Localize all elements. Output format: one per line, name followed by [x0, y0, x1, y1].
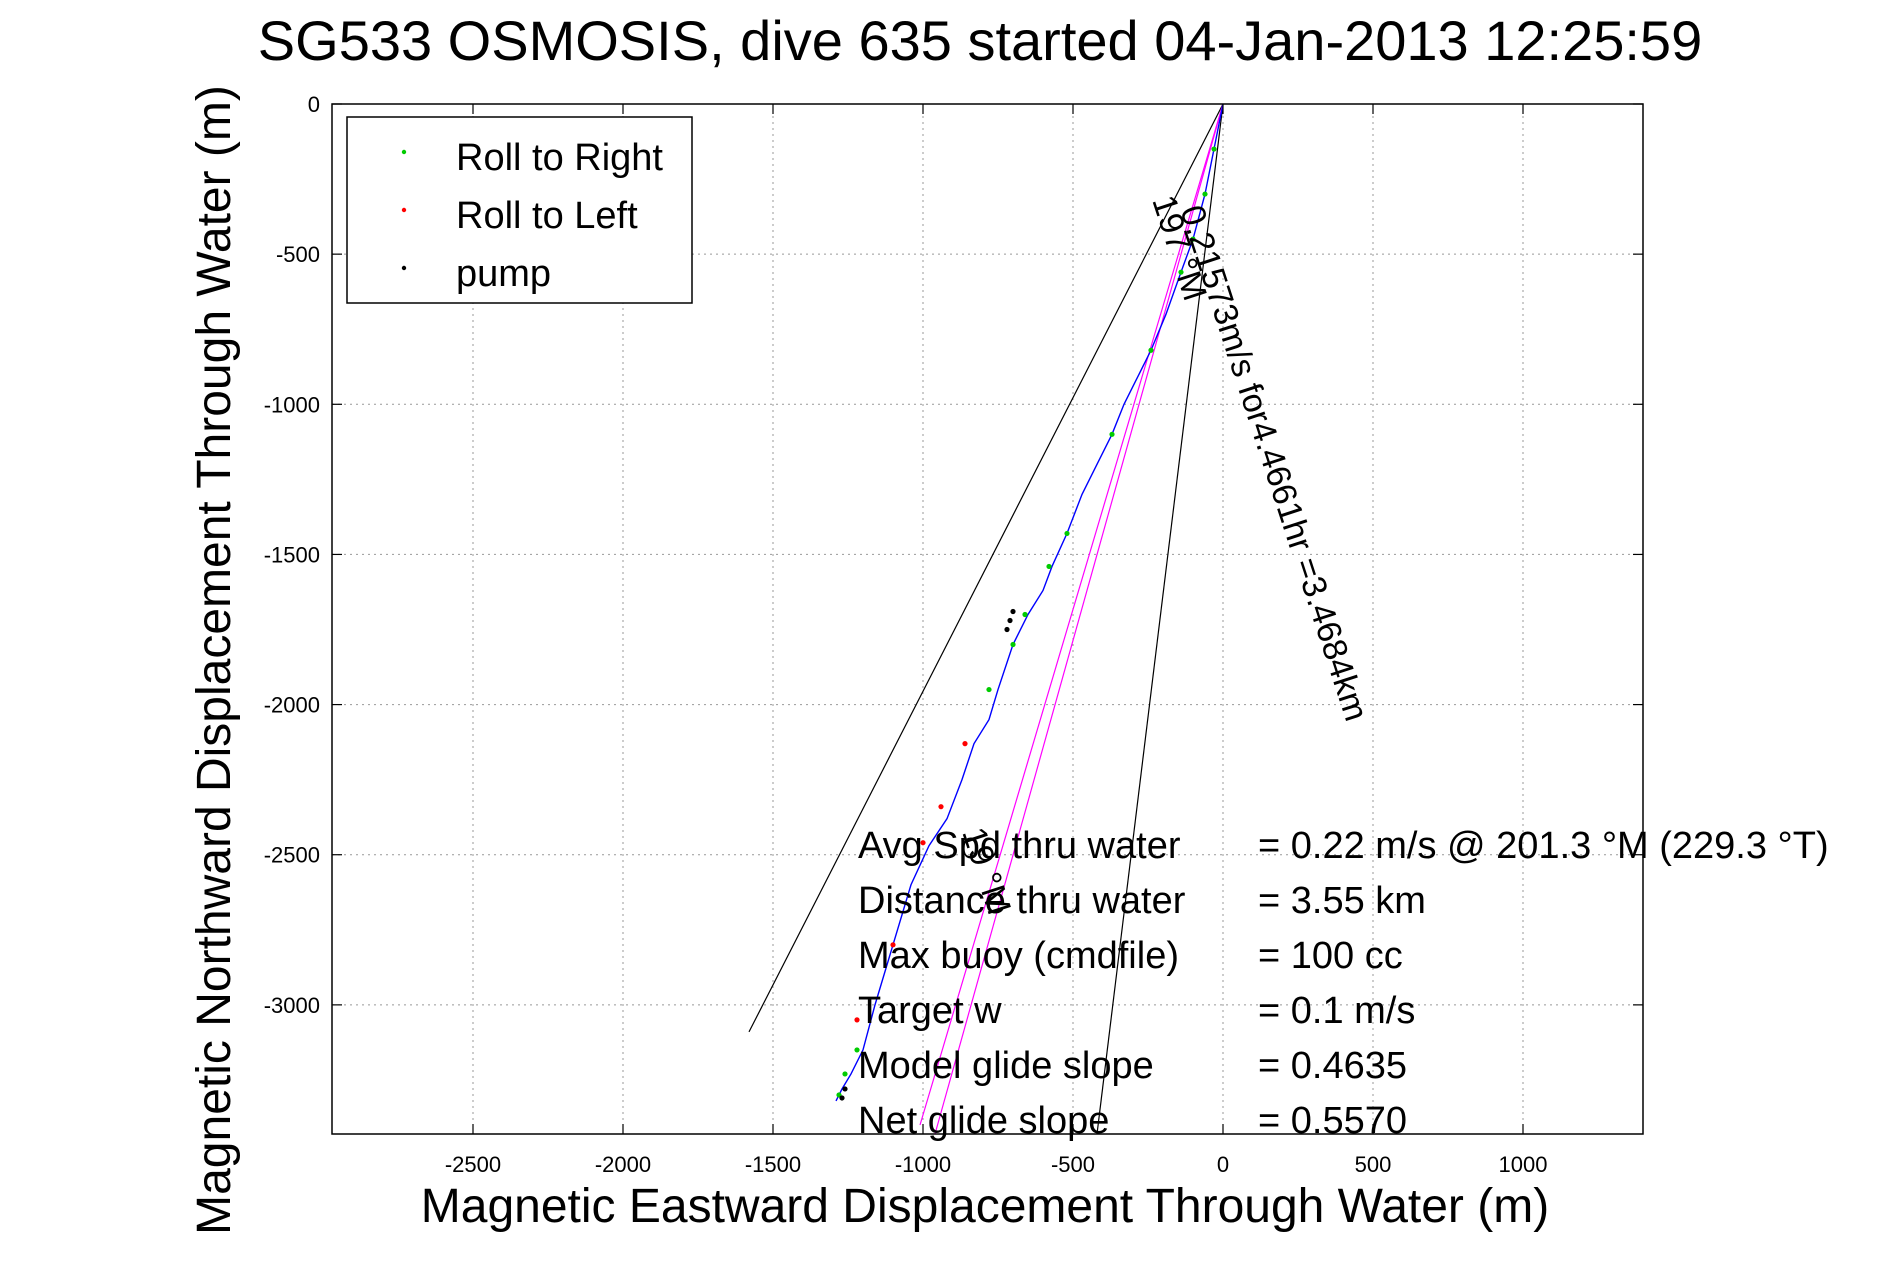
- legend-marker-roll-right: [401, 149, 407, 155]
- stat-value: = 3.55 km: [1258, 880, 1426, 922]
- stat-value: = 0.22 m/s @ 201.3 °M (229.3 °T): [1258, 825, 1829, 867]
- stat-label: Net glide slope: [858, 1100, 1109, 1142]
- stat-label: Max buoy (cmdfile): [858, 935, 1179, 977]
- data-point: [1109, 431, 1115, 437]
- data-series: [835, 103, 1224, 1102]
- y-tick-label: 0: [308, 92, 320, 117]
- data-point: [839, 1095, 845, 1101]
- reference-line: [1096, 103, 1224, 1135]
- stat-label: Model glide slope: [858, 1045, 1154, 1087]
- legend-marker-pump: [401, 265, 407, 271]
- stat-value: = 0.1 m/s: [1258, 990, 1415, 1032]
- stat-value: = 0.4635: [1258, 1045, 1407, 1087]
- reference-line: [934, 103, 1224, 1135]
- data-point: [1148, 347, 1154, 353]
- x-tick-label: 500: [1355, 1152, 1392, 1177]
- x-tick-label: -1500: [745, 1152, 801, 1177]
- x-tick-label: -2000: [595, 1152, 651, 1177]
- x-tick-label: 0: [1217, 1152, 1229, 1177]
- data-point: [1064, 530, 1070, 537]
- data-point: [920, 840, 926, 846]
- data-point: [1211, 146, 1217, 152]
- data-point: [1010, 608, 1016, 615]
- stat-label: Distance thru water: [858, 880, 1186, 922]
- data-point: [1178, 269, 1184, 275]
- data-point: [854, 1017, 860, 1023]
- data-point: [854, 1047, 860, 1053]
- y-tick-label: -500: [276, 242, 320, 267]
- plot-frame: [331, 103, 1644, 1135]
- track-line: [835, 103, 1224, 1102]
- legend-label-roll-right: Roll to Right: [456, 137, 663, 179]
- x-tick-label: -500: [1051, 1152, 1095, 1177]
- data-point: [1046, 563, 1052, 570]
- data-point: [1022, 611, 1028, 618]
- y-tick-label: -3000: [264, 993, 320, 1018]
- stat-label: Avg Spd thru water: [858, 825, 1181, 867]
- chart-title: SG533 OSMOSIS, dive 635 started 04-Jan-2…: [258, 9, 1702, 72]
- y-tick-label: -2000: [264, 693, 320, 718]
- data-point: [1202, 191, 1208, 197]
- x-tick-label: -1000: [895, 1152, 951, 1177]
- data-point: [1190, 236, 1196, 242]
- data-point: [842, 1071, 848, 1077]
- data-point: [842, 1086, 848, 1092]
- y-axis-label: Magnetic Northward Displacement Through …: [188, 85, 241, 1235]
- data-point: [1007, 617, 1013, 624]
- x-axis-label: Magnetic Eastward Displacement Through W…: [421, 1180, 1549, 1233]
- stat-value: = 0.5570: [1258, 1100, 1407, 1142]
- legend-label-pump: pump: [456, 253, 551, 295]
- data-point: [986, 686, 992, 693]
- x-tick-label: -2500: [445, 1152, 501, 1177]
- legend: Roll to Right Roll to Left pump: [346, 116, 693, 304]
- data-point: [890, 942, 896, 948]
- legend-label-roll-left: Roll to Left: [456, 195, 638, 237]
- y-tick-label: -2500: [264, 843, 320, 868]
- y-tick-label: -1000: [264, 392, 320, 417]
- stats-block: Avg Spd thru water = 0.22 m/s @ 201.3 °M…: [858, 825, 1829, 1142]
- stat-label: Target w: [858, 990, 1002, 1032]
- data-point: [1010, 641, 1016, 648]
- legend-marker-roll-left: [401, 207, 407, 213]
- reference-lines: [748, 103, 1224, 1135]
- x-tick-label: 1000: [1499, 1152, 1548, 1177]
- reference-line: [919, 103, 1224, 1126]
- data-point: [962, 741, 968, 747]
- data-point: [938, 804, 944, 810]
- axis-ticks: -2500 -2000 -1500 -1000 -500 0 500 1000 0 -500 -10…: [264, 92, 1643, 1177]
- reference-line: [748, 103, 1224, 1033]
- data-point: [1004, 626, 1010, 633]
- stat-value: = 100 cc: [1258, 935, 1403, 977]
- y-tick-label: -1500: [264, 542, 320, 567]
